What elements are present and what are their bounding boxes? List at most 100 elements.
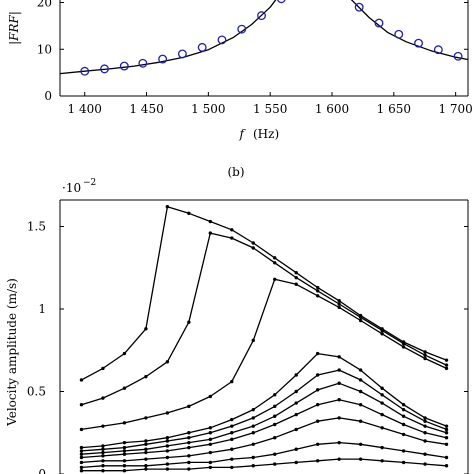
velocity-point <box>444 442 449 446</box>
velocity-point <box>423 462 427 466</box>
velocity-line <box>81 417 447 464</box>
velocity-point <box>251 455 255 460</box>
velocity-point <box>294 275 298 280</box>
frf-measured-point <box>453 51 463 61</box>
velocity-point <box>165 411 170 415</box>
velocity-point <box>79 465 84 470</box>
frf-x-tick-label: 1 650 <box>377 102 411 116</box>
frf-x-tick-label: 1 600 <box>315 102 349 116</box>
velocity-line <box>81 441 447 469</box>
velocity-point <box>208 231 213 235</box>
velocity-point <box>358 315 363 319</box>
velocity-axes-frame <box>59 199 469 474</box>
velocity-point <box>208 465 213 470</box>
velocity-point <box>165 444 170 448</box>
velocity-point <box>165 439 170 443</box>
velocity-point <box>144 447 148 451</box>
velocity-point <box>423 424 427 428</box>
velocity-point <box>358 419 363 423</box>
velocity-point <box>187 436 191 440</box>
velocity-point <box>444 455 449 460</box>
frf-measured-point <box>394 29 404 39</box>
frf-measured-point <box>217 35 227 45</box>
velocity-point <box>208 442 213 446</box>
velocity-point <box>380 332 384 336</box>
velocity-point <box>273 393 277 397</box>
velocity-point <box>294 271 298 275</box>
frf-model-curve <box>60 0 468 75</box>
frf-measured-point <box>138 58 148 68</box>
velocity-point <box>423 353 427 357</box>
velocity-point <box>251 246 255 250</box>
velocity-point <box>165 455 170 460</box>
velocity-point <box>380 445 384 450</box>
velocity-point <box>337 355 341 359</box>
velocity-point <box>294 373 298 377</box>
velocity-point <box>165 436 170 440</box>
velocity-point <box>187 320 191 324</box>
velocity-point <box>187 460 191 465</box>
velocity-point <box>294 412 298 417</box>
velocity-point <box>122 445 127 450</box>
velocity-point <box>380 386 384 390</box>
frf-x-tick-label: 1 550 <box>253 102 287 116</box>
velocity-point <box>208 394 213 399</box>
velocity-point <box>380 426 384 430</box>
velocity-point <box>444 363 449 367</box>
frf-x-label-var: f <box>239 127 247 141</box>
velocity-point <box>358 368 363 372</box>
velocity-point <box>165 462 170 466</box>
velocity-point <box>358 457 363 461</box>
velocity-y-label: Velocity amplitude (m/s) <box>5 278 19 427</box>
velocity-point <box>165 205 170 209</box>
velocity-point <box>273 414 277 418</box>
velocity-point <box>423 356 427 361</box>
velocity-point <box>423 416 427 420</box>
velocity-point <box>423 431 427 435</box>
velocity-point <box>294 447 298 451</box>
velocity-series-line <box>79 368 449 453</box>
velocity-point <box>208 431 213 435</box>
velocity-point <box>122 449 127 453</box>
velocity-point <box>122 386 127 390</box>
frf-measured-point <box>237 24 247 34</box>
velocity-point <box>230 236 234 240</box>
velocity-point <box>315 289 320 293</box>
velocity-point <box>122 464 127 468</box>
velocity-point <box>444 424 449 428</box>
frf-measured-point <box>80 66 90 76</box>
velocity-point <box>101 396 105 400</box>
velocity-point <box>294 282 298 286</box>
velocity-point <box>208 219 213 224</box>
velocity-point <box>251 416 255 420</box>
velocity-series-line <box>79 440 449 470</box>
velocity-point <box>401 407 406 412</box>
velocity-point <box>79 427 84 432</box>
velocity-point <box>337 305 341 310</box>
velocity-point <box>294 401 298 405</box>
velocity-point <box>315 373 320 377</box>
velocity-point <box>79 378 84 382</box>
velocity-point <box>380 412 384 417</box>
velocity-point <box>401 460 406 465</box>
velocity-y-tick-label: 0 <box>38 467 46 474</box>
frf-measured-point <box>197 42 207 52</box>
velocity-series-line <box>79 231 449 407</box>
velocity-point <box>273 277 277 281</box>
velocity-point <box>315 442 320 446</box>
frf-measured-point <box>433 45 443 55</box>
velocity-point <box>444 431 449 435</box>
velocity-series <box>79 205 449 473</box>
velocity-point <box>79 460 84 465</box>
velocity-point <box>144 442 148 446</box>
velocity-point <box>230 417 234 422</box>
velocity-point <box>122 469 127 473</box>
velocity-point <box>401 449 406 453</box>
velocity-point <box>380 401 384 405</box>
velocity-point <box>101 464 105 468</box>
velocity-point <box>187 431 191 435</box>
frf-measured-point <box>257 11 266 21</box>
velocity-point <box>337 440 341 445</box>
velocity-series-line <box>79 381 449 456</box>
